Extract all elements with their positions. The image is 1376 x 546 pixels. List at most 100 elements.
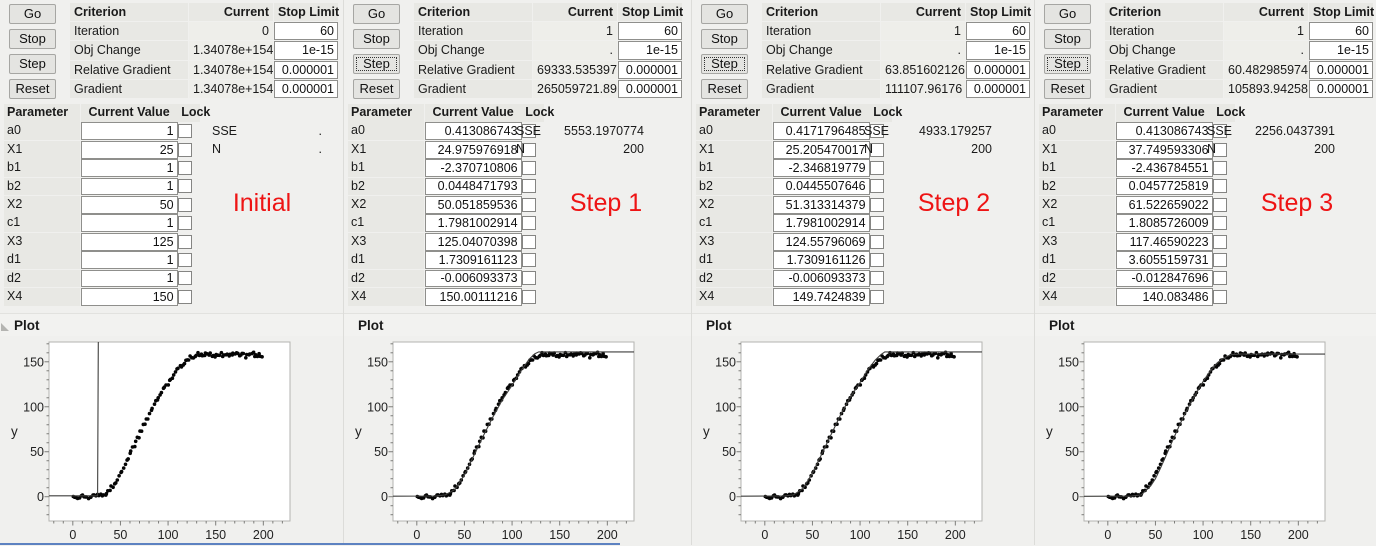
parameter-value-input[interactable] xyxy=(772,287,870,306)
parameter-value-input[interactable] xyxy=(80,287,178,306)
stop-limit-input[interactable] xyxy=(1309,79,1373,98)
lock-checkbox[interactable] xyxy=(178,161,193,176)
lock-checkbox[interactable] xyxy=(870,197,885,212)
step-button[interactable]: Step xyxy=(701,54,748,74)
parameter-value-input[interactable] xyxy=(1115,214,1213,233)
lock-checkbox[interactable] xyxy=(178,289,193,304)
parameter-value-input[interactable] xyxy=(772,269,870,288)
lock-checkbox[interactable] xyxy=(522,124,537,139)
stop-button[interactable]: Stop xyxy=(1044,29,1091,49)
stop-button[interactable]: Stop xyxy=(701,29,748,49)
go-button[interactable]: Go xyxy=(701,4,748,24)
lock-checkbox[interactable] xyxy=(870,179,885,194)
lock-checkbox[interactable] xyxy=(178,197,193,212)
stop-limit-input[interactable] xyxy=(966,41,1030,60)
parameter-value-input[interactable] xyxy=(424,140,522,159)
stop-button[interactable]: Stop xyxy=(9,29,56,49)
parameter-value-input[interactable] xyxy=(424,269,522,288)
plot-outline-header[interactable]: Plot xyxy=(692,313,1034,336)
go-button[interactable]: Go xyxy=(353,4,400,24)
parameter-value-input[interactable] xyxy=(1115,251,1213,269)
lock-checkbox[interactable] xyxy=(870,216,885,231)
lock-checkbox[interactable] xyxy=(522,271,537,286)
lock-checkbox[interactable] xyxy=(178,179,193,194)
lock-checkbox[interactable] xyxy=(522,216,537,231)
parameter-value-input[interactable] xyxy=(80,177,178,196)
stop-limit-input[interactable] xyxy=(618,60,682,79)
plot-outline-header[interactable]: Plot xyxy=(344,313,691,336)
parameter-value-input[interactable] xyxy=(772,214,870,233)
parameter-value-input[interactable] xyxy=(424,159,522,177)
lock-checkbox[interactable] xyxy=(522,197,537,212)
lock-checkbox[interactable] xyxy=(1213,234,1228,249)
parameter-value-input[interactable] xyxy=(1115,122,1213,141)
plot-outline-header[interactable]: Plot xyxy=(1035,313,1376,336)
parameter-value-input[interactable] xyxy=(80,251,178,269)
lock-checkbox[interactable] xyxy=(870,124,885,139)
parameter-value-input[interactable] xyxy=(772,195,870,214)
parameter-value-input[interactable] xyxy=(772,159,870,177)
lock-checkbox[interactable] xyxy=(870,234,885,249)
stop-limit-input[interactable] xyxy=(274,41,338,60)
lock-checkbox[interactable] xyxy=(870,142,885,157)
reset-button[interactable]: Reset xyxy=(701,79,748,99)
stop-limit-input[interactable] xyxy=(1309,41,1373,60)
stop-limit-input[interactable] xyxy=(274,79,338,98)
reset-button[interactable]: Reset xyxy=(9,79,56,99)
lock-checkbox[interactable] xyxy=(1213,197,1228,212)
parameter-value-input[interactable] xyxy=(80,159,178,177)
lock-checkbox[interactable] xyxy=(870,289,885,304)
parameter-value-input[interactable] xyxy=(772,177,870,196)
parameter-value-input[interactable] xyxy=(80,195,178,214)
stop-limit-input[interactable] xyxy=(966,60,1030,79)
parameter-value-input[interactable] xyxy=(1115,287,1213,306)
parameter-value-input[interactable] xyxy=(424,232,522,251)
parameter-value-input[interactable] xyxy=(424,214,522,233)
parameter-value-input[interactable] xyxy=(1115,159,1213,177)
lock-checkbox[interactable] xyxy=(1213,289,1228,304)
lock-checkbox[interactable] xyxy=(1213,271,1228,286)
lock-checkbox[interactable] xyxy=(1213,124,1228,139)
parameter-value-input[interactable] xyxy=(424,195,522,214)
lock-checkbox[interactable] xyxy=(178,234,193,249)
parameter-value-input[interactable] xyxy=(424,177,522,196)
go-button[interactable]: Go xyxy=(9,4,56,24)
stop-limit-input[interactable] xyxy=(618,41,682,60)
stop-limit-input[interactable] xyxy=(618,22,682,41)
lock-checkbox[interactable] xyxy=(522,234,537,249)
parameter-value-input[interactable] xyxy=(772,140,870,159)
parameter-value-input[interactable] xyxy=(1115,232,1213,251)
lock-checkbox[interactable] xyxy=(1213,179,1228,194)
lock-checkbox[interactable] xyxy=(870,161,885,176)
stop-limit-input[interactable] xyxy=(1309,60,1373,79)
stop-limit-input[interactable] xyxy=(274,22,338,41)
step-button[interactable]: Step xyxy=(9,54,56,74)
stop-limit-input[interactable] xyxy=(274,60,338,79)
disclosure-triangle-icon[interactable] xyxy=(1,323,9,331)
lock-checkbox[interactable] xyxy=(178,142,193,157)
parameter-value-input[interactable] xyxy=(424,287,522,306)
lock-checkbox[interactable] xyxy=(870,253,885,268)
parameter-value-input[interactable] xyxy=(424,251,522,269)
parameter-value-input[interactable] xyxy=(772,251,870,269)
lock-checkbox[interactable] xyxy=(178,124,193,139)
lock-checkbox[interactable] xyxy=(178,271,193,286)
parameter-value-input[interactable] xyxy=(1115,140,1213,159)
go-button[interactable]: Go xyxy=(1044,4,1091,24)
lock-checkbox[interactable] xyxy=(1213,253,1228,268)
reset-button[interactable]: Reset xyxy=(353,79,400,99)
parameter-value-input[interactable] xyxy=(80,214,178,233)
reset-button[interactable]: Reset xyxy=(1044,79,1091,99)
parameter-value-input[interactable] xyxy=(80,269,178,288)
stop-limit-input[interactable] xyxy=(966,22,1030,41)
parameter-value-input[interactable] xyxy=(772,122,870,141)
stop-limit-input[interactable] xyxy=(966,79,1030,98)
parameter-value-input[interactable] xyxy=(424,122,522,141)
parameter-value-input[interactable] xyxy=(772,232,870,251)
parameter-value-input[interactable] xyxy=(1115,269,1213,288)
stop-limit-input[interactable] xyxy=(1309,22,1373,41)
lock-checkbox[interactable] xyxy=(522,142,537,157)
parameter-value-input[interactable] xyxy=(1115,177,1213,196)
parameter-value-input[interactable] xyxy=(1115,195,1213,214)
lock-checkbox[interactable] xyxy=(522,161,537,176)
